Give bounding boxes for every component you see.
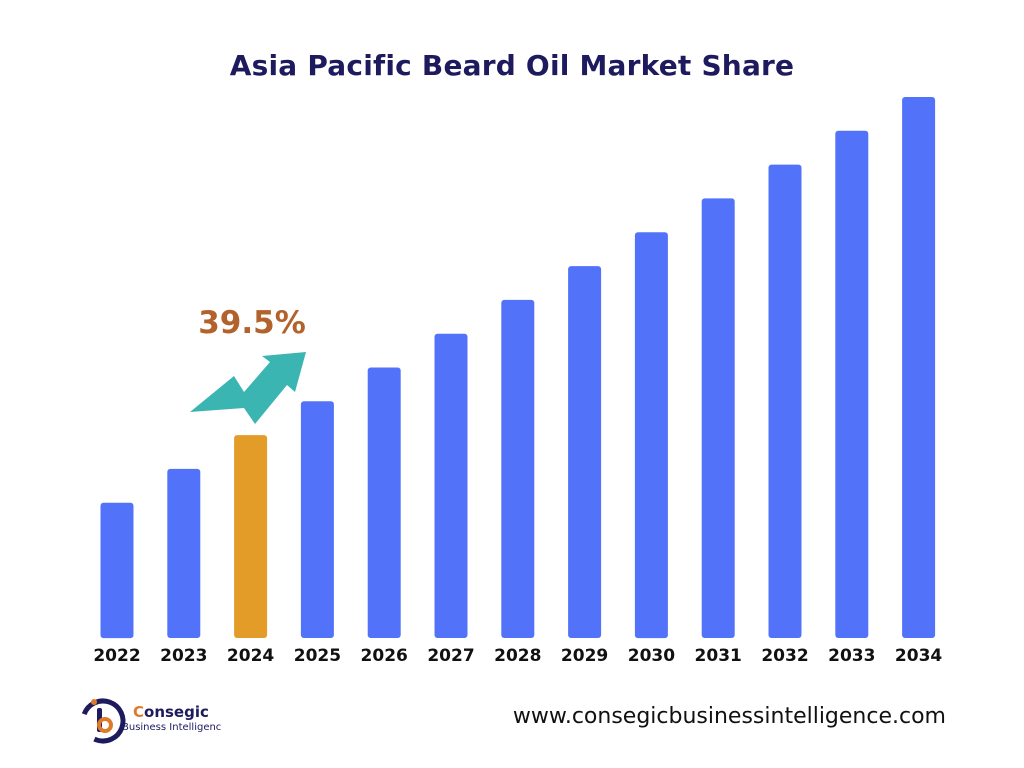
x-tick-label-2022: 2022	[93, 646, 140, 666]
bar-2031	[701, 198, 735, 638]
bar-2030	[634, 232, 668, 639]
bar-2034	[902, 97, 936, 638]
bar-2025	[300, 401, 334, 638]
bars-group	[100, 97, 936, 639]
bar-2029	[568, 266, 602, 638]
x-tick-label-2025: 2025	[294, 646, 341, 666]
x-tick-label-2028: 2028	[494, 646, 541, 666]
brand-name-rest: onsegic	[144, 703, 209, 721]
x-axis-labels: 2022 2023 2024 2025 2026 2027 2028 2029 2030 2031…	[93, 646, 942, 666]
growth-arrow-icon	[190, 352, 306, 424]
brand-name-initial: C	[133, 703, 145, 721]
bar-2033	[835, 130, 869, 639]
bar-2023	[167, 468, 201, 638]
brand-subtitle: Business Intelligenc	[122, 722, 222, 733]
bar-2024	[234, 435, 268, 638]
chart-title: Asia Pacific Beard Oil Market Share	[229, 49, 795, 82]
consegic-logo-icon	[80, 698, 126, 744]
bar-2027	[434, 333, 468, 638]
x-tick-label-2032: 2032	[761, 646, 808, 666]
x-tick-label-2034: 2034	[895, 646, 942, 666]
x-tick-label-2024: 2024	[227, 646, 274, 666]
bar-2032	[768, 164, 802, 638]
bar-2028	[501, 299, 535, 638]
bar-2026	[367, 367, 401, 638]
growth-percentage-label: 39.5%	[198, 305, 306, 341]
x-tick-label-2029: 2029	[561, 646, 608, 666]
brand-name: Consegic	[133, 703, 209, 721]
x-tick-label-2026: 2026	[361, 646, 408, 666]
x-tick-label-2030: 2030	[628, 646, 675, 666]
website-url: www.consegicbusinessintelligence.com	[512, 704, 946, 729]
bar-chart: 2022 2023 2024 2025 2026 2027 2028 2029 2030 2031…	[93, 97, 942, 666]
x-tick-label-2023: 2023	[160, 646, 207, 666]
x-tick-label-2033: 2033	[828, 646, 875, 666]
bar-2022	[100, 502, 134, 639]
x-tick-label-2027: 2027	[427, 646, 474, 666]
x-tick-label-2031: 2031	[695, 646, 742, 666]
growth-callout: 39.5%	[190, 305, 306, 424]
